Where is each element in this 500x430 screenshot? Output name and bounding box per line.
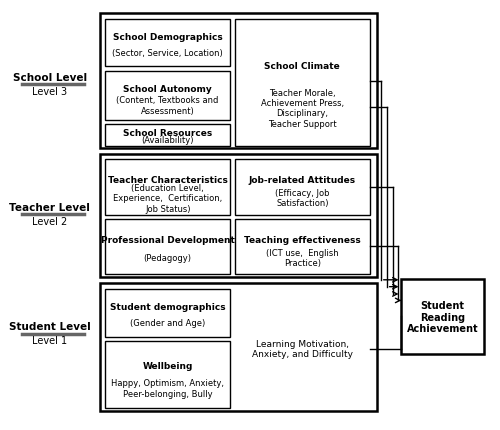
Text: (ICT use,  English
Practice): (ICT use, English Practice) xyxy=(266,248,338,267)
Text: Happy, Optimism, Anxiety,
Peer-belonging, Bully: Happy, Optimism, Anxiety, Peer-belonging… xyxy=(111,378,224,398)
Text: (Sector, Service, Location): (Sector, Service, Location) xyxy=(112,49,223,58)
Bar xyxy=(235,159,370,215)
Text: (Pedagogy): (Pedagogy) xyxy=(144,253,192,262)
Text: Wellbeing: Wellbeing xyxy=(142,362,193,371)
Bar xyxy=(235,219,370,274)
Bar xyxy=(100,283,377,412)
Bar xyxy=(235,20,370,147)
Text: Teacher Morale,
Achievement Press,
Disciplinary,
Teacher Support: Teacher Morale, Achievement Press, Disci… xyxy=(260,89,344,129)
Text: Student demographics: Student demographics xyxy=(110,302,226,311)
Text: School Resources: School Resources xyxy=(123,129,212,138)
Text: Level 3: Level 3 xyxy=(32,86,68,97)
Text: (Gender and Age): (Gender and Age) xyxy=(130,318,206,327)
Bar xyxy=(105,159,230,215)
Text: School Level: School Level xyxy=(13,73,87,83)
Text: (Efficacy, Job
Satisfaction): (Efficacy, Job Satisfaction) xyxy=(275,189,330,208)
Text: Student Level: Student Level xyxy=(9,322,91,332)
Bar xyxy=(105,289,230,337)
Bar xyxy=(100,155,377,277)
Text: Job-related Attitudes: Job-related Attitudes xyxy=(248,175,356,184)
Bar xyxy=(100,14,377,148)
Bar xyxy=(402,280,483,354)
Text: (Content, Textbooks and
Assessment): (Content, Textbooks and Assessment) xyxy=(116,96,219,116)
Text: (Education Level,
Experience,  Certification,
Job Status): (Education Level, Experience, Certificat… xyxy=(113,184,222,213)
Bar xyxy=(105,20,230,67)
Bar xyxy=(105,125,230,147)
Bar xyxy=(105,341,230,408)
Text: Teacher Characteristics: Teacher Characteristics xyxy=(108,175,228,184)
Text: Teaching effectiveness: Teaching effectiveness xyxy=(244,235,360,244)
Text: Professional Development: Professional Development xyxy=(100,235,234,244)
Text: Student
Reading
Achievement: Student Reading Achievement xyxy=(406,300,478,333)
Bar xyxy=(105,219,230,274)
Text: Level 2: Level 2 xyxy=(32,216,68,226)
Text: Learning Motivation,
Anxiety, and Difficulty: Learning Motivation, Anxiety, and Diffic… xyxy=(252,339,353,359)
Text: School Autonomy: School Autonomy xyxy=(124,85,212,94)
Text: Level 1: Level 1 xyxy=(32,335,68,346)
Text: (Availability): (Availability) xyxy=(142,135,194,144)
Text: School Climate: School Climate xyxy=(264,62,340,71)
Text: Teacher Level: Teacher Level xyxy=(10,202,90,212)
Bar xyxy=(105,71,230,121)
Text: School Demographics: School Demographics xyxy=(113,33,222,42)
